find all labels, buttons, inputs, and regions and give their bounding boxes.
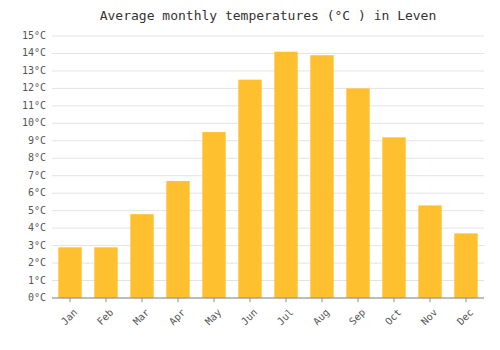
grid-line <box>52 88 484 89</box>
y-tick-label: 7°C <box>28 170 46 181</box>
bar <box>346 88 369 298</box>
grid-line <box>52 105 484 106</box>
x-tick-label: May <box>203 307 224 328</box>
y-tick-label: 12°C <box>22 82 46 93</box>
grid-line <box>52 36 484 37</box>
bar <box>238 80 261 298</box>
grid-line <box>52 70 484 71</box>
y-tick-label: 8°C <box>28 152 46 163</box>
bar <box>58 247 81 298</box>
bar <box>274 52 297 298</box>
x-tick-label: Nov <box>419 307 440 328</box>
bar <box>454 233 477 298</box>
bar <box>202 132 225 298</box>
x-tick <box>322 298 323 302</box>
y-tick-label: 1°C <box>28 275 46 286</box>
x-axis-line <box>52 298 484 299</box>
x-tick <box>70 298 71 302</box>
y-tick-label: 14°C <box>22 47 46 58</box>
x-tick <box>178 298 179 302</box>
x-tick-label: Apr <box>167 307 188 328</box>
x-tick-label: Sep <box>347 307 368 328</box>
y-tick-label: 0°C <box>28 292 46 303</box>
grid-line <box>52 123 484 124</box>
y-tick-label: 5°C <box>28 205 46 216</box>
y-tick-label: 3°C <box>28 240 46 251</box>
bar <box>382 137 405 298</box>
y-tick-label: 15°C <box>22 30 46 41</box>
bar <box>130 214 153 298</box>
y-tick-label: 13°C <box>22 65 46 76</box>
y-tick-label: 6°C <box>28 187 46 198</box>
grid-line <box>52 140 484 141</box>
title: Average monthly temperatures (°C ) in Le… <box>100 8 437 23</box>
bar <box>166 181 189 298</box>
bar <box>418 205 441 298</box>
x-tick <box>394 298 395 302</box>
y-tick-label: 9°C <box>28 135 46 146</box>
x-tick <box>250 298 251 302</box>
x-tick <box>466 298 467 302</box>
chart-svg: 0°C 1°C 2°C 3°C 4°C 5°C 6°C 7°C 8°C 9°C 10°C 11°C 12… <box>0 0 500 350</box>
grid-line <box>52 53 484 54</box>
x-tick-label: Jun <box>239 307 260 328</box>
x-tick-label: Dec <box>455 307 476 328</box>
x-axis: Jan Feb Mar Apr May Jun Jul Aug Sep Oct Nov Dec <box>52 298 484 327</box>
x-tick <box>430 298 431 302</box>
y-tick-label: 11°C <box>22 100 46 111</box>
x-tick <box>358 298 359 302</box>
y-tick-label: 10°C <box>22 117 46 128</box>
x-tick <box>214 298 215 302</box>
bar <box>94 247 117 298</box>
grid-line <box>52 193 484 194</box>
x-tick-label: Oct <box>383 307 404 328</box>
x-tick-label: Aug <box>311 307 332 328</box>
x-tick-label: Mar <box>131 307 152 328</box>
y-tick-label: 2°C <box>28 257 46 268</box>
chart-container: 0°C 1°C 2°C 3°C 4°C 5°C 6°C 7°C 8°C 9°C 10°C 11°C 12… <box>0 0 500 350</box>
x-tick-label: Feb <box>95 307 116 328</box>
bar <box>310 55 333 298</box>
x-tick <box>142 298 143 302</box>
x-tick-label: Jul <box>275 307 296 328</box>
grid-line <box>52 175 484 176</box>
grid-line <box>52 158 484 159</box>
y-tick-label: 4°C <box>28 222 46 233</box>
bars <box>58 52 477 298</box>
y-axis: 0°C 1°C 2°C 3°C 4°C 5°C 6°C 7°C 8°C 9°C 10°C 11°C 12… <box>22 30 46 303</box>
x-tick <box>286 298 287 302</box>
x-tick-label: Jan <box>59 307 80 328</box>
grid-line <box>52 298 484 299</box>
x-tick <box>106 298 107 302</box>
grid <box>52 36 484 298</box>
